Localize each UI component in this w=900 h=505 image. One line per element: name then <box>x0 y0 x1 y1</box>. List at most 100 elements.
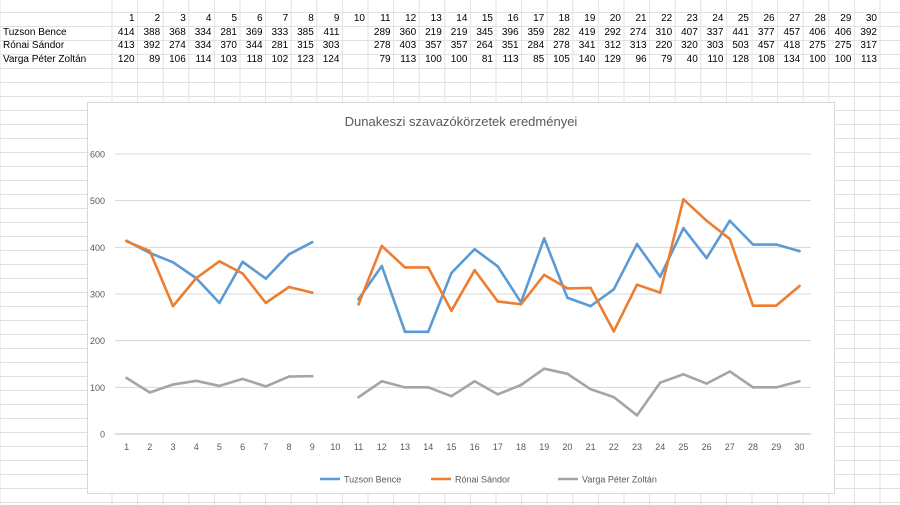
sheet-col-header[interactable]: 28 <box>815 13 827 24</box>
data-point[interactable] <box>774 243 778 246</box>
data-point[interactable] <box>589 286 592 290</box>
data-point[interactable] <box>171 304 175 308</box>
sheet-cell[interactable]: 40 <box>687 54 699 65</box>
data-point[interactable] <box>589 304 592 308</box>
data-point[interactable] <box>125 376 128 380</box>
data-point[interactable] <box>798 284 801 288</box>
data-point[interactable] <box>450 394 453 398</box>
data-point[interactable] <box>241 272 244 275</box>
data-point[interactable] <box>450 271 453 275</box>
data-point[interactable] <box>682 197 685 201</box>
sheet-col-header[interactable]: 26 <box>763 13 775 24</box>
sheet-col-header[interactable]: 19 <box>584 13 596 24</box>
data-point[interactable] <box>403 266 407 269</box>
data-point[interactable] <box>380 379 384 383</box>
sheet-cell[interactable]: 220 <box>656 40 673 51</box>
sheet-cell[interactable]: 102 <box>272 54 289 65</box>
sheet-cell[interactable]: 274 <box>169 40 186 51</box>
sheet-cell[interactable]: 278 <box>374 40 391 51</box>
sheet-col-header[interactable]: 16 <box>507 13 519 24</box>
data-point[interactable] <box>218 260 221 263</box>
data-point[interactable] <box>218 301 221 305</box>
sheet-cell[interactable]: 292 <box>604 27 621 38</box>
sheet-col-header[interactable]: 30 <box>866 13 878 24</box>
sheet-col-header[interactable]: 5 <box>231 13 237 24</box>
data-point[interactable] <box>310 240 314 244</box>
sheet-cell[interactable]: 457 <box>758 40 775 51</box>
sheet-col-header[interactable]: 12 <box>405 13 417 24</box>
sheet-cell[interactable]: 370 <box>220 40 237 51</box>
sheet-cell[interactable]: 369 <box>246 27 263 38</box>
sheet-cell[interactable]: 396 <box>502 27 519 38</box>
data-point[interactable] <box>426 330 430 334</box>
sheet-cell[interactable]: 418 <box>784 40 801 51</box>
data-point[interactable] <box>566 296 569 300</box>
sheet-cell[interactable]: 79 <box>379 54 391 65</box>
sheet-col-header[interactable]: 20 <box>610 13 622 24</box>
data-point[interactable] <box>774 386 778 389</box>
sheet-cell[interactable]: 114 <box>195 54 211 65</box>
legend-item[interactable]: Varga Péter Zoltán <box>558 475 657 485</box>
sheet-cell[interactable]: 377 <box>758 27 775 38</box>
data-point[interactable] <box>194 276 198 280</box>
sheet-col-header[interactable]: 23 <box>687 13 699 24</box>
sheet-cell[interactable]: 344 <box>246 40 263 51</box>
sheet-col-header[interactable]: 2 <box>155 13 161 24</box>
data-point[interactable] <box>658 275 662 279</box>
sheet-col-header[interactable]: 21 <box>635 13 647 24</box>
series-line[interactable] <box>125 197 801 333</box>
sheet-cell[interactable]: 411 <box>323 27 339 38</box>
data-point[interactable] <box>380 264 384 268</box>
data-point[interactable] <box>496 265 500 268</box>
sheet-cell[interactable]: 113 <box>861 54 877 65</box>
sheet-cell[interactable]: 333 <box>272 27 289 38</box>
data-point[interactable] <box>148 391 152 394</box>
sheet-cell[interactable]: 275 <box>809 40 826 51</box>
sheet-cell[interactable]: 414 <box>118 27 135 38</box>
data-point[interactable] <box>310 374 314 378</box>
data-point[interactable] <box>658 381 662 384</box>
data-point[interactable] <box>774 304 778 307</box>
sheet-col-header[interactable]: 27 <box>789 13 801 24</box>
data-point[interactable] <box>148 249 152 253</box>
sheet-cell[interactable]: 103 <box>220 54 237 65</box>
sheet-col-header[interactable]: 9 <box>334 13 340 24</box>
sheet-cell[interactable]: 128 <box>732 54 749 65</box>
data-point[interactable] <box>612 395 616 399</box>
sheet-cell[interactable]: 313 <box>630 40 647 51</box>
sheet-cell[interactable]: 385 <box>297 27 314 38</box>
sheet-cell[interactable]: 407 <box>681 27 698 38</box>
sheet-cell[interactable]: 284 <box>528 40 545 51</box>
sheet-cell[interactable]: 457 <box>784 27 801 38</box>
sheet-cell[interactable]: 368 <box>169 27 186 38</box>
data-point[interactable] <box>705 219 708 223</box>
data-point[interactable] <box>380 244 384 248</box>
series-line[interactable] <box>125 219 801 334</box>
sheet-cell[interactable]: 281 <box>272 40 289 51</box>
data-point[interactable] <box>241 377 244 381</box>
data-point[interactable] <box>287 285 291 289</box>
sheet-cell[interactable]: 100 <box>425 54 442 65</box>
data-point[interactable] <box>589 387 592 391</box>
sheet-cell[interactable]: 419 <box>579 27 596 38</box>
data-point[interactable] <box>682 372 685 376</box>
sheet-cell[interactable]: 113 <box>503 54 519 65</box>
sheet-cell[interactable]: 303 <box>323 40 340 51</box>
sheet-col-header[interactable]: 6 <box>257 13 263 24</box>
sheet-cell[interactable]: 118 <box>247 54 263 65</box>
sheet-cell[interactable]: 85 <box>533 54 545 65</box>
sheet-cell[interactable]: 96 <box>635 54 647 65</box>
data-point[interactable] <box>171 383 175 386</box>
sheet-cell[interactable]: 274 <box>630 27 647 38</box>
sheet-cell[interactable]: 105 <box>553 54 570 65</box>
sheet-row-name[interactable]: Rónai Sándor <box>3 40 65 51</box>
data-point[interactable] <box>403 386 407 389</box>
sheet-cell[interactable]: 219 <box>425 27 442 38</box>
data-point[interactable] <box>403 330 407 334</box>
sheet-cell[interactable]: 275 <box>835 40 852 51</box>
sheet-cell[interactable]: 406 <box>835 27 852 38</box>
sheet-cell[interactable]: 113 <box>400 54 416 65</box>
data-point[interactable] <box>264 301 268 305</box>
data-point[interactable] <box>519 302 523 306</box>
sheet-cell[interactable]: 359 <box>528 27 545 38</box>
